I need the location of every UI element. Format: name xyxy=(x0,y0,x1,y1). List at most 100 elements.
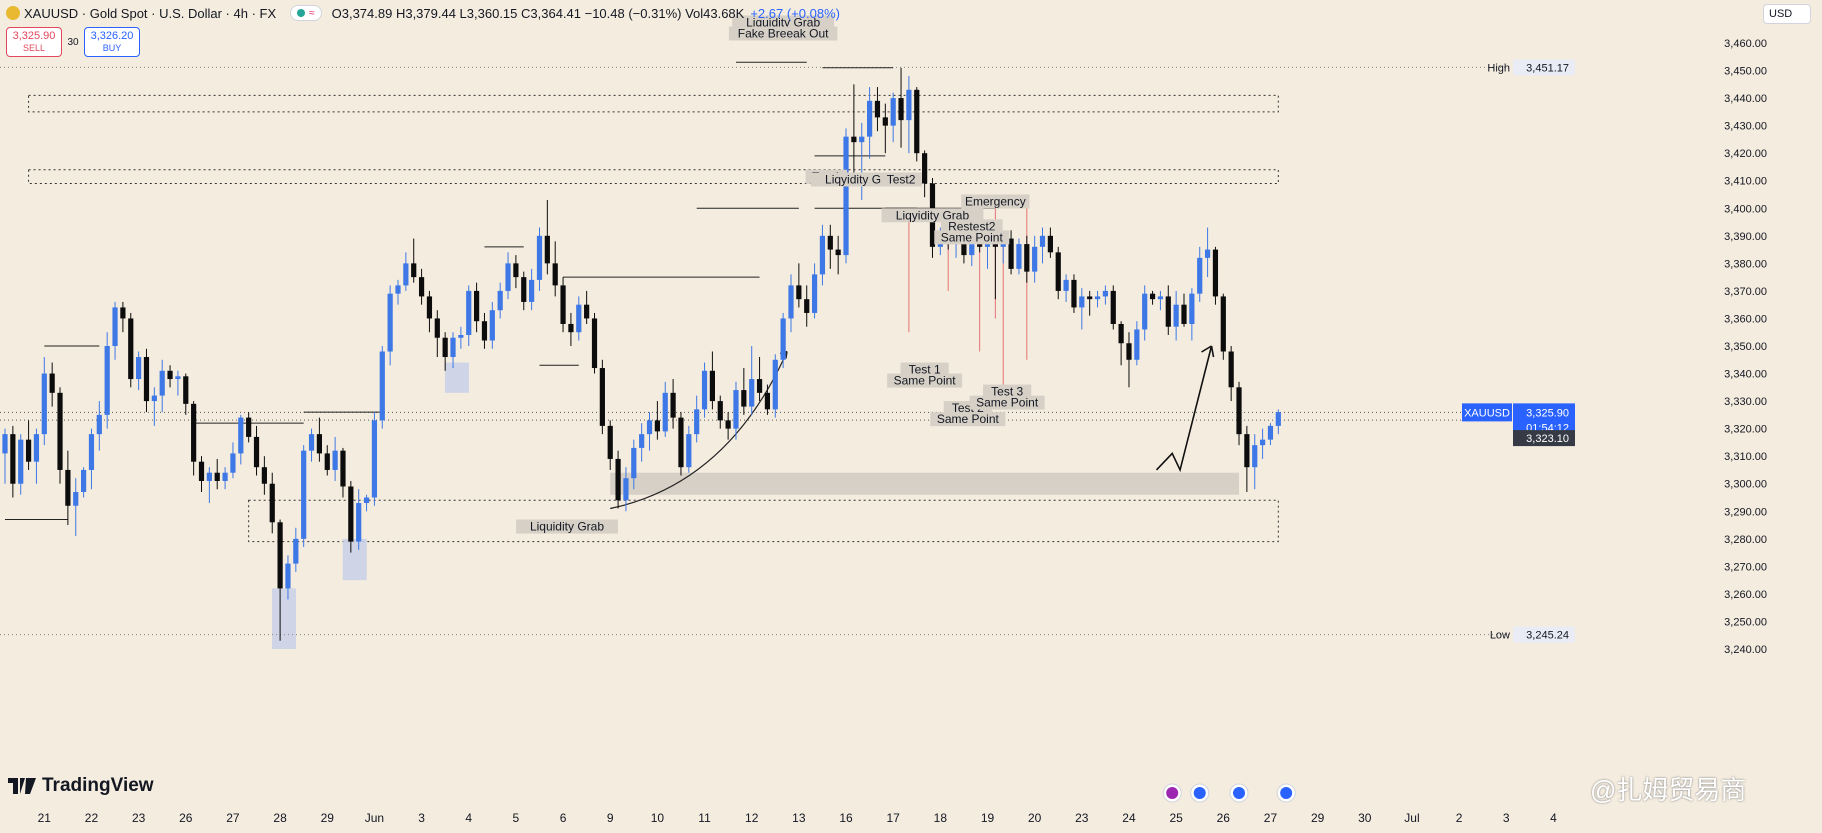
candle xyxy=(1220,293,1226,360)
candle xyxy=(73,478,79,537)
candle-body xyxy=(293,538,299,564)
candle xyxy=(466,285,472,346)
candle-body xyxy=(568,323,574,333)
symbol-tag-bg xyxy=(1462,403,1512,422)
annotation-lines xyxy=(0,61,1512,636)
top-zone xyxy=(28,94,1279,113)
candle xyxy=(308,428,315,462)
candle-body xyxy=(560,285,566,324)
event-flag-icon[interactable] xyxy=(1162,783,1182,803)
candle xyxy=(780,312,786,369)
candle xyxy=(623,467,629,512)
candle-body xyxy=(654,420,660,432)
candle xyxy=(1110,285,1116,330)
event-flag-icon[interactable] xyxy=(1276,783,1296,803)
candle-body xyxy=(749,379,755,407)
label-box: Liquidity Grab xyxy=(516,519,618,534)
candle-body xyxy=(756,379,763,393)
label-bg xyxy=(516,519,618,534)
time-tick-label: 19 xyxy=(981,811,995,825)
candle xyxy=(191,401,197,476)
time-tick-label: 27 xyxy=(1264,811,1278,825)
market-status-toggle[interactable]: ≈ xyxy=(290,5,322,21)
candle-body xyxy=(348,486,354,542)
label-text: Same Point xyxy=(937,412,1000,426)
buy-button[interactable]: 3,326.20 BUY xyxy=(84,27,140,57)
candle-body xyxy=(214,472,220,481)
candle xyxy=(1212,246,1219,305)
time-tick-label: 3 xyxy=(418,811,425,825)
candle-body xyxy=(96,414,102,435)
candle-body xyxy=(246,417,252,437)
time-tick-label: 25 xyxy=(1169,811,1183,825)
tradingview-logo[interactable]: TradingView xyxy=(8,775,154,797)
candle xyxy=(1071,274,1077,313)
candle xyxy=(340,447,346,498)
candle-body xyxy=(1039,235,1046,247)
candle-body xyxy=(1220,296,1226,352)
candle-body xyxy=(780,318,786,360)
candle xyxy=(246,412,252,443)
candle-body xyxy=(2,434,8,454)
low-label: Low xyxy=(1490,630,1510,642)
candle xyxy=(725,412,731,440)
candle xyxy=(505,252,511,300)
candle xyxy=(356,489,362,550)
candle xyxy=(662,381,668,437)
bid-tag-text: 3,323.10 xyxy=(1526,433,1569,445)
event-flag-icon[interactable] xyxy=(1190,783,1210,803)
event-flag-dot xyxy=(1193,787,1206,799)
sell-button[interactable]: 3,325.90 SELL xyxy=(6,27,62,57)
candle-body xyxy=(324,453,330,470)
last-price-text: 3,325.90 xyxy=(1526,407,1569,419)
candle xyxy=(1267,423,1274,446)
candle-body xyxy=(1032,246,1038,272)
candle-body xyxy=(898,98,904,121)
label-text: Emergency xyxy=(965,195,1026,209)
candle xyxy=(521,271,527,311)
candle-body xyxy=(1055,252,1061,291)
candle-body xyxy=(151,395,157,402)
currency-select[interactable]: USD xyxy=(1763,4,1811,24)
candle-body xyxy=(1189,293,1195,324)
candle-body xyxy=(906,89,912,121)
candle-body xyxy=(434,318,440,338)
candle-body xyxy=(442,337,448,358)
time-tick-label: 23 xyxy=(1075,811,1089,825)
candle xyxy=(1149,290,1156,305)
tradingview-logo-text: TradingView xyxy=(42,775,154,796)
candle-body xyxy=(230,453,236,473)
candle-body xyxy=(18,439,24,484)
candle xyxy=(10,425,16,498)
candle xyxy=(1055,246,1061,300)
candle-body xyxy=(639,434,645,448)
candle xyxy=(1275,409,1281,435)
candle-body xyxy=(332,450,338,470)
candle xyxy=(1204,227,1211,278)
time-tick-label: 24 xyxy=(1122,811,1136,825)
candle-body xyxy=(662,392,668,432)
price-tick-label: 3,280.00 xyxy=(1724,534,1767,546)
candle xyxy=(120,301,126,333)
candle xyxy=(1197,246,1203,302)
candle-body xyxy=(10,434,16,484)
candle xyxy=(222,467,228,490)
time-tick-label: 20 xyxy=(1028,811,1042,825)
candle-body xyxy=(497,290,503,311)
candle xyxy=(450,332,456,369)
candle-body xyxy=(764,392,771,410)
curve-arrow xyxy=(610,351,788,510)
symbol-title[interactable]: XAUUSD · Gold Spot · U.S. Dollar · 4h · … xyxy=(24,5,277,21)
candle-body xyxy=(1016,244,1022,269)
event-flag-icon[interactable] xyxy=(1229,783,1249,803)
candle xyxy=(497,282,503,319)
candle xyxy=(230,442,236,479)
candle xyxy=(143,348,150,413)
candle-body xyxy=(599,368,605,426)
candle-body xyxy=(1008,238,1014,269)
candle xyxy=(269,472,275,534)
market-open-icon xyxy=(297,9,306,17)
label-box: Same Point xyxy=(930,412,1006,427)
